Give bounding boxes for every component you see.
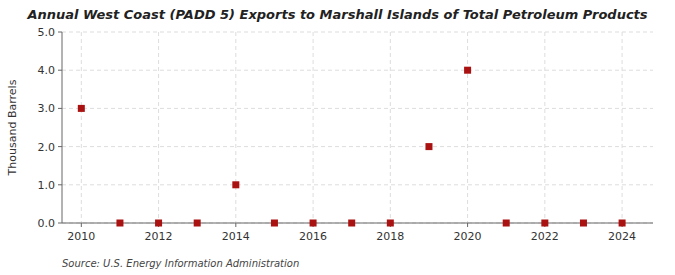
- x-grid-line: [235, 32, 236, 223]
- x-grid-line: [467, 32, 468, 223]
- x-tick: [235, 223, 236, 227]
- title: Annual West Coast (PADD 5) Exports to Ma…: [26, 7, 647, 22]
- x-grid-line: [622, 32, 623, 223]
- x-grid-line: [158, 32, 159, 223]
- background: [0, 0, 675, 275]
- point: [155, 220, 162, 227]
- x-grid-line: [544, 32, 545, 223]
- point: [310, 220, 317, 227]
- axes: 0.0 1.0 2.0 3.0 4.0 5.0 2010 2012 2014 2016 2018 20…: [38, 26, 654, 243]
- y-grid-line: [62, 32, 653, 33]
- y-tick-label: 1.0: [38, 179, 56, 192]
- x-tick-label: 2018: [376, 230, 404, 243]
- point: [619, 220, 626, 227]
- y-axis-label: Thousand Barrels: [6, 79, 19, 176]
- y-grid-line: [62, 70, 653, 71]
- point: [541, 220, 548, 227]
- y-grid-line: [62, 184, 653, 185]
- x-tick-label: 2020: [454, 230, 482, 243]
- point: [580, 220, 587, 227]
- point: [194, 220, 201, 227]
- y-tick: [58, 108, 62, 109]
- point: [78, 105, 85, 112]
- x-tick: [467, 223, 468, 227]
- chart-container: 0.0 1.0 2.0 3.0 4.0 5.0 2010 2012 2014 2016 2018 20…: [0, 0, 675, 275]
- y-tick: [58, 223, 62, 224]
- x-grid-line: [313, 32, 314, 223]
- x-grid-line: [390, 32, 391, 223]
- x-tick-label: 2024: [608, 230, 636, 243]
- y-grid-line: [62, 146, 653, 147]
- y-tick-label: 5.0: [38, 26, 56, 39]
- point: [464, 67, 471, 74]
- x-grid-line: [81, 32, 82, 223]
- y-tick-label: 0.0: [38, 217, 56, 230]
- point: [387, 220, 394, 227]
- point: [116, 220, 123, 227]
- x-tick-label: 2022: [531, 230, 559, 243]
- y-tick: [58, 146, 62, 147]
- y-grid-line: [62, 108, 653, 109]
- y-tick-label: 3.0: [38, 102, 56, 115]
- y-grid-line: [62, 223, 653, 224]
- x-tick-label: 2014: [222, 230, 250, 243]
- x-tick-label: 2010: [67, 230, 95, 243]
- x-tick-label: 2012: [145, 230, 173, 243]
- x-axis-line: [62, 223, 653, 224]
- x-tick-label: 2016: [299, 230, 327, 243]
- point: [425, 143, 432, 150]
- point: [503, 220, 510, 227]
- y-axis-line: [62, 32, 63, 223]
- y-tick: [58, 184, 62, 185]
- grid: [62, 32, 653, 223]
- point: [271, 220, 278, 227]
- y-tick: [58, 70, 62, 71]
- x-tick: [81, 223, 82, 227]
- point: [232, 181, 239, 188]
- point: [348, 220, 355, 227]
- points: [78, 67, 626, 227]
- y-tick-label: 2.0: [38, 141, 56, 154]
- y-tick-label: 4.0: [38, 64, 56, 77]
- y-tick: [58, 32, 62, 33]
- chart-svg: 0.0 1.0 2.0 3.0 4.0 5.0 2010 2012 2014 2016 2018 20…: [0, 0, 675, 275]
- source-note: Source: U.S. Energy Information Administ…: [62, 258, 299, 269]
